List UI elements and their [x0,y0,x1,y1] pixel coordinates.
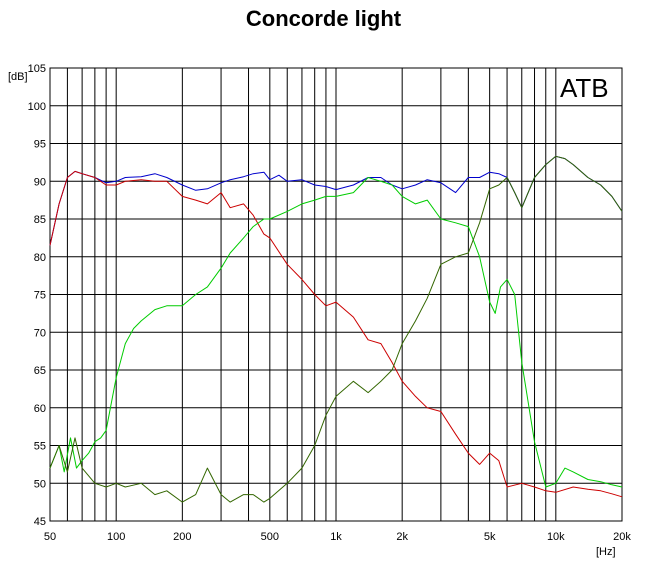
y-tick-label: 85 [34,214,46,226]
x-tick-label: 2k [396,531,408,543]
y-tick-label: 90 [34,176,46,188]
x-tick-label: 20k [613,531,631,543]
x-tick-label: 5k [484,531,496,543]
x-tick-labels: 50 100 200 500 1k 2k 5k 10k 20k [44,531,631,543]
x-tick-label: 100 [107,531,125,543]
y-tick-label: 75 [34,290,46,302]
x-tick-label: 500 [261,531,279,543]
series-lines [49,155,623,503]
y-tick-labels: 45 50 55 60 65 70 75 80 85 90 95 100 105 [28,63,46,528]
x-tick-label: 1k [330,531,342,543]
atb-badge: ATB [560,73,609,103]
y-tick-label: 65 [34,365,46,377]
x-axis-unit: [Hz] [596,546,616,558]
series-line-4 [49,155,623,503]
y-tick-label: 60 [34,403,46,415]
chart-title: Concorde light [245,6,402,31]
y-tick-label: 80 [34,252,46,264]
y-axis-unit: [dB] [8,71,28,83]
plot-frame [49,67,623,522]
x-tick-label: 200 [173,531,191,543]
series-line-3 [49,177,623,488]
grid-lines [49,67,623,522]
y-tick-label: 105 [28,63,46,75]
x-tick-label: 50 [44,531,56,543]
y-tick-label: 45 [34,516,46,528]
y-tick-label: 50 [34,478,46,490]
y-tick-label: 55 [34,441,46,453]
x-tick-label: 10k [547,531,565,543]
series-line-2 [49,170,623,498]
y-tick-label: 100 [28,101,46,113]
y-tick-label: 95 [34,139,46,151]
y-tick-label: 70 [34,327,46,339]
